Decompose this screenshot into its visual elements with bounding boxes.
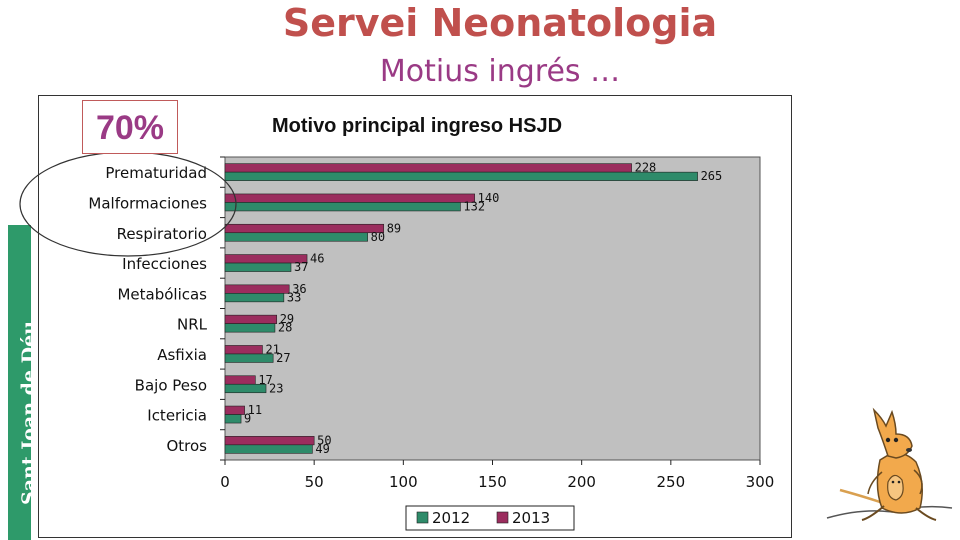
data-label: 132 — [463, 199, 485, 213]
category-label: Otros — [166, 437, 207, 455]
slide-title: Servei Neonatologia — [282, 1, 718, 45]
legend-swatch — [416, 511, 429, 524]
x-tick-label: 0 — [220, 473, 230, 491]
data-label: 265 — [701, 169, 723, 183]
bar-2012 — [224, 353, 274, 363]
data-label: 27 — [276, 351, 290, 365]
bar-2012 — [224, 232, 368, 242]
category-label: Malformaciones — [88, 194, 207, 212]
category-label: Metabólicas — [117, 285, 207, 303]
data-label: 17 — [258, 373, 272, 387]
data-label: 36 — [292, 282, 306, 296]
slide-subtitle: Motius ingrés … — [379, 54, 621, 89]
category-label: Ictericia — [147, 407, 207, 425]
bar-2013 — [224, 345, 263, 355]
category-label: Bajo Peso — [135, 376, 207, 394]
bar-2012 — [224, 444, 313, 454]
bar-2013 — [224, 223, 385, 234]
category-label: Respiratorio — [117, 225, 207, 243]
kangaroo-mascot-icon — [826, 407, 953, 521]
data-label: 37 — [294, 260, 308, 274]
data-label: 33 — [287, 290, 301, 304]
bar-2012 — [224, 323, 276, 333]
bar-2012 — [224, 262, 292, 272]
category-label: Prematuridad — [105, 164, 207, 182]
data-label: 89 — [387, 221, 401, 235]
bar-2012 — [224, 293, 285, 303]
data-label: 228 — [635, 161, 657, 175]
x-tick-label: 50 — [305, 473, 324, 491]
data-label: 23 — [269, 381, 283, 395]
bar-2012 — [224, 171, 698, 181]
category-label: Infecciones — [122, 255, 207, 273]
chart-title: Motivo principal ingreso HSJD — [272, 115, 562, 137]
bar-2013 — [224, 284, 290, 294]
data-label: 49 — [315, 442, 329, 456]
bar-2013 — [224, 375, 256, 385]
data-label: 28 — [278, 321, 292, 335]
data-label: 29 — [280, 312, 294, 326]
category-label: Asfixia — [157, 346, 207, 364]
x-tick-label: 300 — [746, 473, 775, 491]
legend-label: 2012 — [432, 509, 470, 527]
data-label: 21 — [265, 342, 279, 356]
data-label: 11 — [248, 403, 262, 417]
bar-2012 — [224, 383, 267, 394]
x-tick-label: 100 — [389, 473, 418, 491]
data-label: 140 — [478, 191, 500, 205]
data-label: 46 — [310, 252, 324, 266]
legend-label: 2013 — [512, 509, 550, 527]
bar-2013 — [224, 163, 632, 173]
legend-swatch — [496, 511, 509, 524]
highlight-percent-box: 70% — [82, 100, 178, 154]
brand-strip — [8, 225, 31, 540]
data-label: 80 — [371, 230, 385, 244]
bar-2012 — [224, 202, 461, 212]
x-tick-label: 250 — [657, 473, 686, 491]
data-label: 50 — [317, 433, 331, 447]
bar-2012 — [224, 414, 242, 424]
category-label: NRL — [177, 316, 208, 334]
bar-2013 — [224, 405, 245, 415]
legend-box — [405, 505, 575, 531]
bar-2013 — [224, 193, 475, 203]
x-tick-label: 150 — [478, 473, 507, 491]
bar-2013 — [224, 314, 278, 324]
bar-2013 — [224, 436, 315, 446]
x-tick-label: 200 — [567, 473, 596, 491]
data-label: 9 — [244, 412, 251, 426]
